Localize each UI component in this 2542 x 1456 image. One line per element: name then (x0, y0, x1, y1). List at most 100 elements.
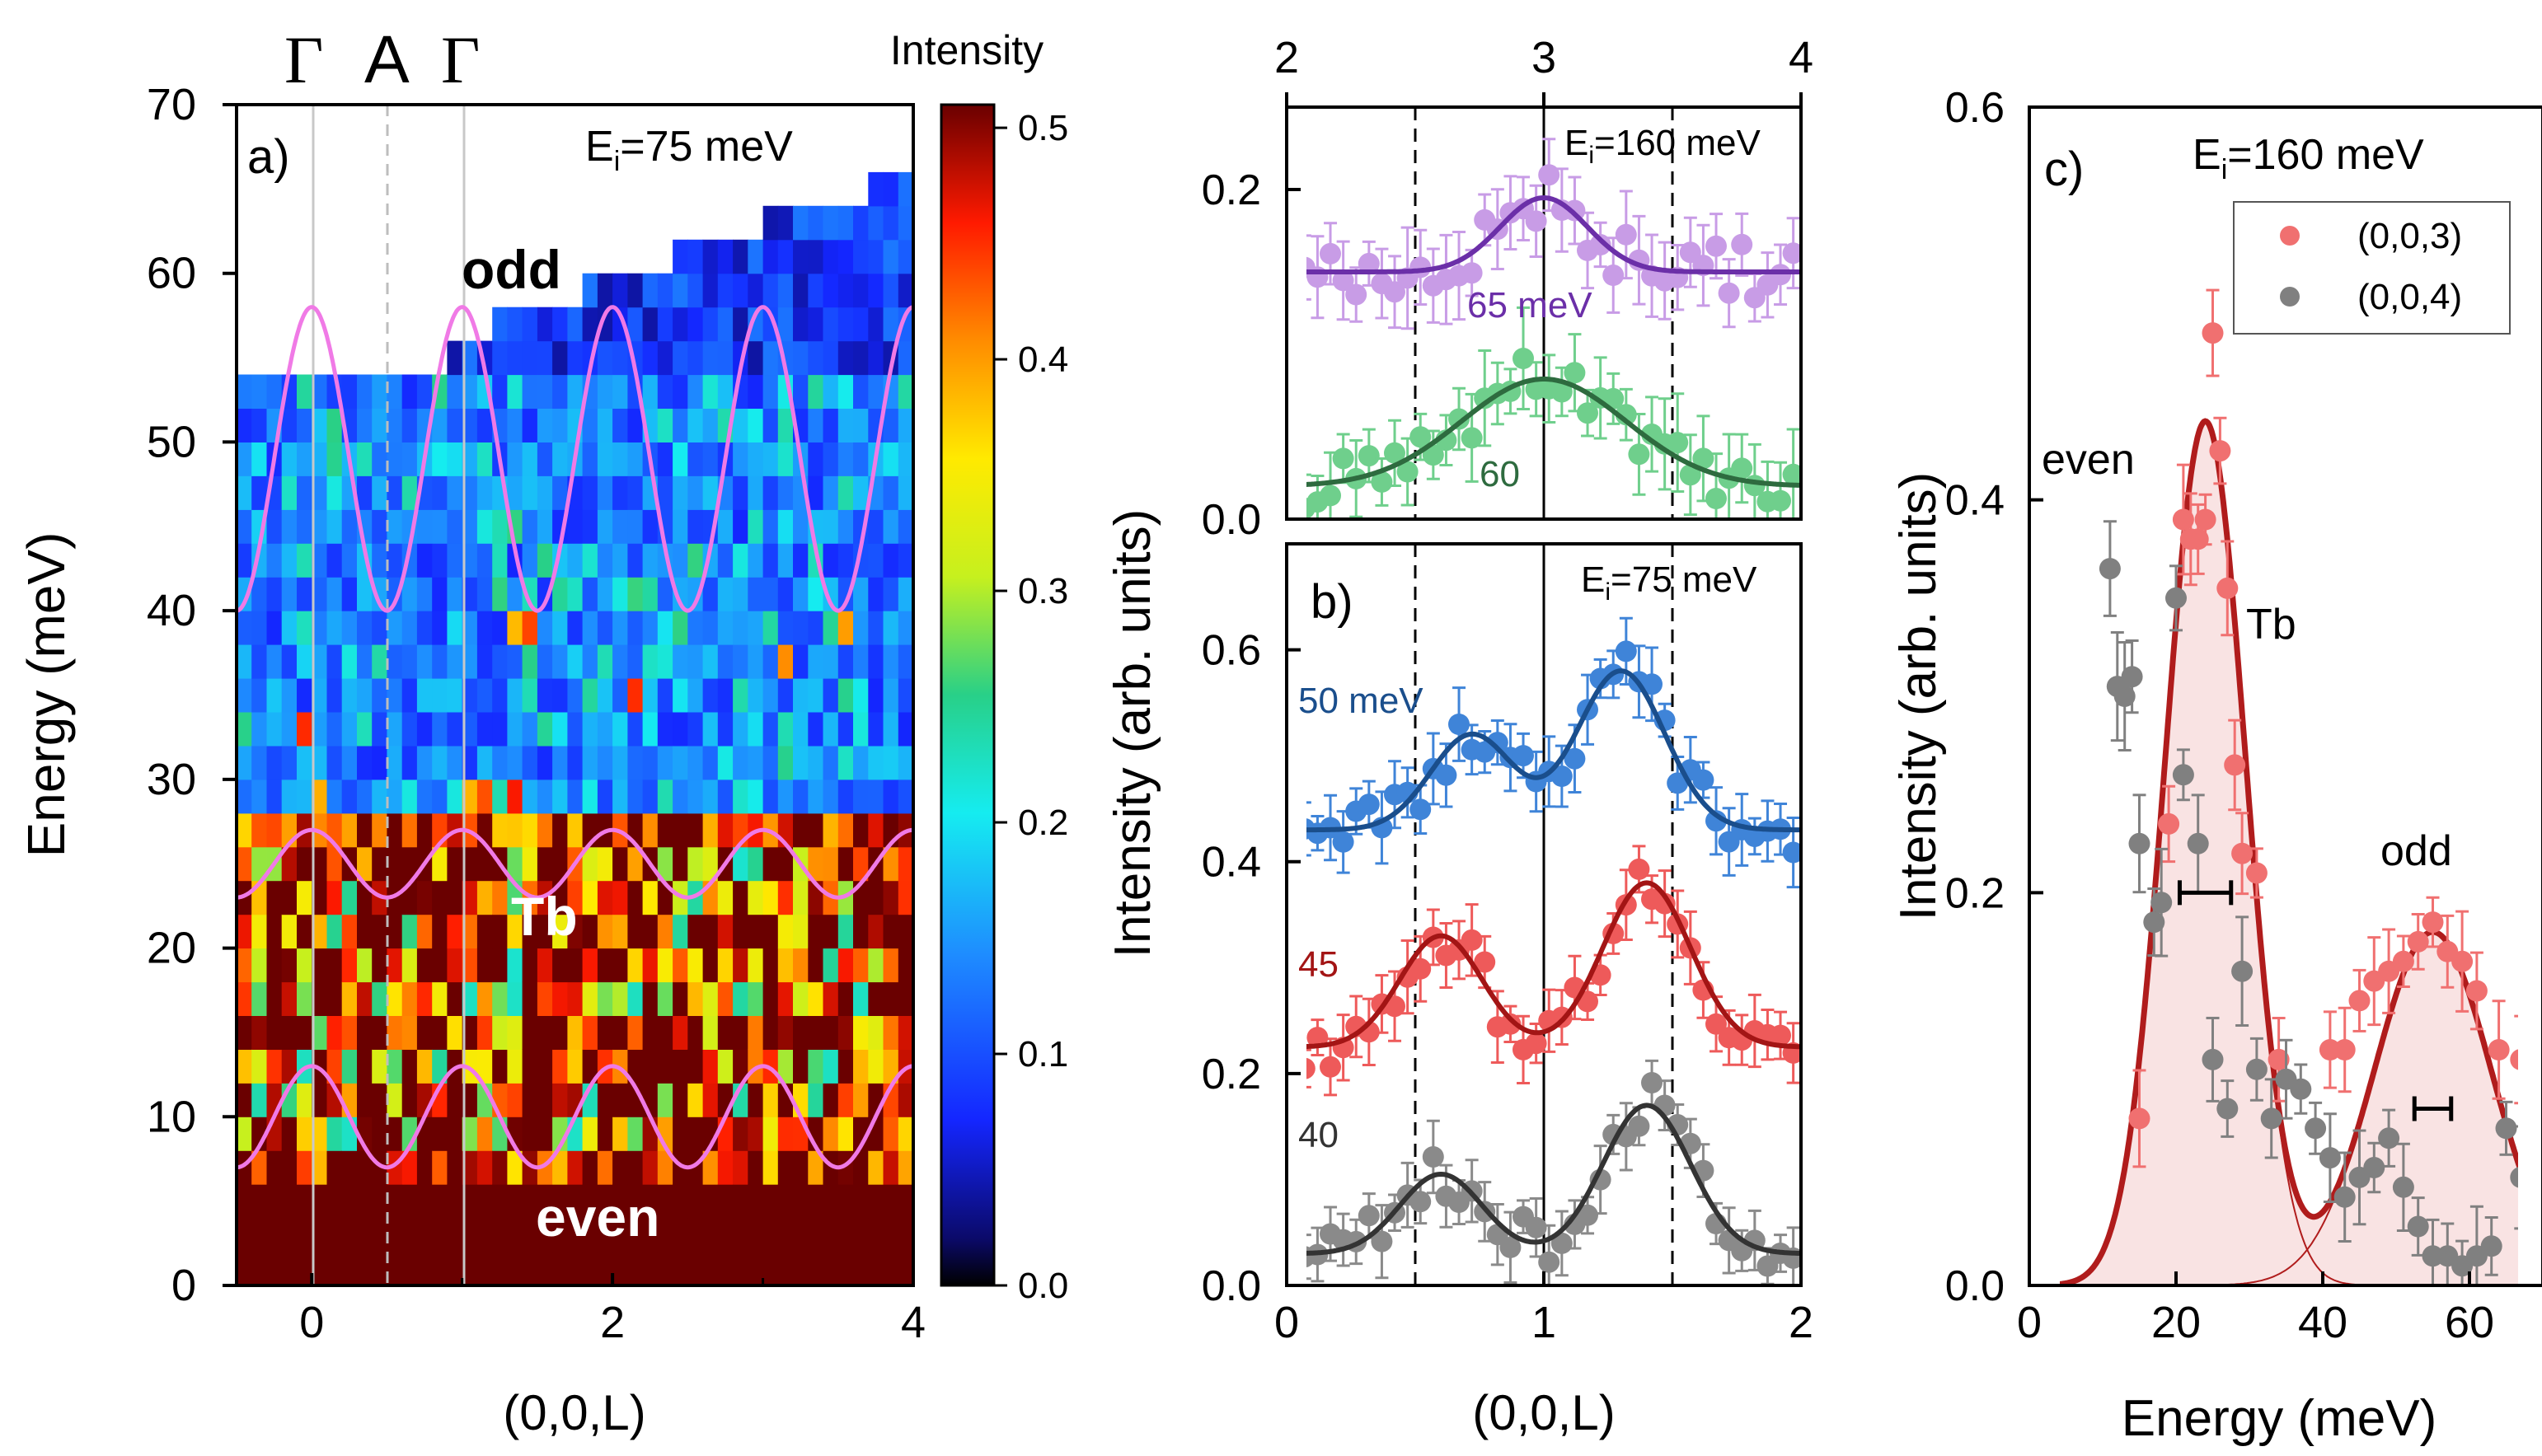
heatmap-cell (582, 644, 598, 679)
heatmap-cell (853, 205, 869, 241)
heatmap-cell (372, 914, 387, 949)
heatmap-cell (612, 745, 628, 780)
data-point (1589, 234, 1611, 255)
heatmap-cell (853, 611, 869, 645)
heatmap-cell (266, 644, 283, 679)
heatmap-cell (793, 1015, 809, 1050)
heatmap-cell (416, 812, 433, 848)
heatmap-cell (898, 644, 913, 679)
heatmap-cell (281, 1015, 298, 1050)
heatmap-cell (372, 948, 387, 983)
heatmap-cell (387, 408, 403, 442)
heatmap-cell (357, 948, 373, 983)
heatmap-cell (341, 1150, 358, 1185)
data-point (1602, 265, 1625, 286)
heatmap-cell (372, 1252, 387, 1285)
heatmap-cell (733, 543, 748, 578)
heatmap-cell (492, 712, 508, 747)
heatmap-cell (326, 1252, 343, 1285)
heatmap-cell (733, 273, 748, 308)
heatmap-cell (762, 678, 779, 713)
heatmap-cell (748, 611, 764, 645)
heatmap-cell (326, 577, 343, 611)
heatmap-cell (492, 1184, 508, 1219)
heatmap-cell (507, 812, 523, 848)
x-tick-label: 20 (2151, 1298, 2201, 1347)
heatmap-cell (748, 509, 764, 544)
heatmap-cell (898, 779, 913, 814)
heatmap-cell (642, 712, 659, 747)
heatmap-cell (416, 644, 433, 679)
heatmap-cell (702, 577, 719, 611)
x-tick-label: 0 (299, 1298, 324, 1347)
heatmap-cell (837, 1218, 854, 1252)
heatmap-cell (567, 745, 584, 780)
heatmap-cell (297, 712, 312, 747)
heatmap-cell (447, 1218, 463, 1252)
heatmap-cell (312, 1083, 327, 1117)
heatmap-cell (898, 712, 913, 747)
heatmap-cell (702, 1083, 719, 1117)
heatmap-cell (492, 812, 508, 848)
heatmap-cell (898, 1218, 913, 1252)
heatmap-cell (793, 745, 809, 780)
data-point (1782, 242, 1801, 265)
data-point (1782, 463, 1801, 485)
heatmap-cell (702, 644, 719, 679)
heatmap-cell (372, 846, 387, 882)
heatmap-cell (462, 577, 478, 611)
heatmap-cell (522, 1049, 538, 1084)
heatmap-cell (326, 745, 343, 780)
y-tick-label: 0.0 (1202, 496, 1261, 544)
heatmap-cell (387, 812, 403, 848)
heatmap-cell (702, 1015, 719, 1050)
heatmap-cell (657, 745, 673, 780)
heatmap-cell (657, 846, 673, 882)
heatmap-cell (642, 812, 659, 848)
heatmap-cell (702, 239, 719, 274)
heatmap-cell (748, 1015, 764, 1050)
heatmap-cell (237, 846, 252, 882)
data-point-(0,0,4) (2202, 1048, 2224, 1070)
heatmap-cell (642, 543, 659, 578)
heatmap-cell (717, 1252, 734, 1285)
data-point-(0,0,4) (2216, 1098, 2239, 1120)
heatmap-cell (657, 712, 673, 747)
y-tick-label: 70 (147, 80, 196, 129)
heatmap-cell (748, 239, 764, 274)
heatmap-cell (748, 1083, 764, 1117)
heatmap-cell (567, 678, 584, 713)
heatmap-cell (552, 846, 568, 882)
heatmap-cell (416, 374, 433, 409)
heatmap-cell (567, 509, 584, 544)
heatmap-cell (717, 745, 734, 780)
y-tick-label: 0.2 (1202, 166, 1261, 214)
heatmap-cell (673, 948, 688, 983)
heatmap-cell (793, 981, 809, 1016)
heatmap-cell (793, 340, 809, 376)
heatmap-cell (777, 509, 794, 544)
y-tick-label: 0.6 (1945, 84, 2005, 132)
heatmap-cell (687, 1252, 704, 1285)
heatmap-cell (793, 1184, 809, 1219)
heatmap-cell (612, 611, 628, 645)
heatmap-cell (733, 880, 748, 915)
heatmap-cell (748, 307, 764, 342)
heatmap-cell (401, 374, 418, 409)
heatmap-cell (416, 1117, 433, 1151)
heatmap-cell (401, 1184, 418, 1219)
data-point-(0,0,3) (2194, 508, 2216, 531)
heatmap-cell (823, 543, 839, 578)
heatmap-cell (582, 509, 598, 544)
heatmap-cell (401, 1015, 418, 1050)
heatmap-cell (582, 442, 598, 476)
heatmap-cell (823, 678, 839, 713)
heatmap-cell (507, 1049, 523, 1084)
heatmap-cell (793, 1252, 809, 1285)
heatmap-cell (507, 948, 523, 983)
fit-line-65-mev (1306, 194, 1801, 274)
heatmap-cell (777, 644, 794, 679)
data-point (1538, 164, 1560, 186)
heatmap-cell (853, 745, 869, 780)
heatmap-cell (341, 1184, 358, 1219)
